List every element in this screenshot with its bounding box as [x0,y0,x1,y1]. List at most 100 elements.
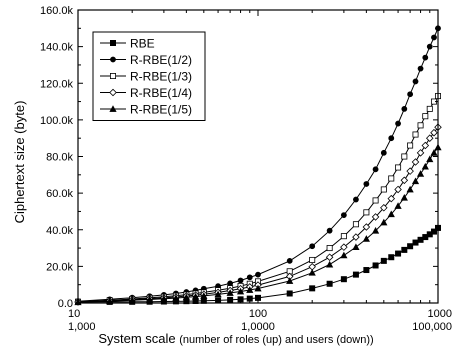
data-point-rbe [401,246,408,253]
data-point-rbe [309,285,316,292]
y-tick-label: 40.0k [46,225,73,237]
legend-marker-r-rbe-1-4 [109,88,117,97]
data-point-r-rbe-1-5 [182,293,190,301]
series-rbe [75,224,441,305]
data-point-r-rbe-1-3 [426,105,433,112]
data-point-r-rbe-1-5 [236,287,245,295]
data-point-r-rbe-1-2 [372,166,379,173]
data-point-r-rbe-1-4 [406,167,414,175]
data-point-r-rbe-1-5 [340,251,348,259]
data-point-r-rbe-1-5 [430,149,438,156]
data-point-rbe [412,239,419,246]
data-point-r-rbe-1-5 [394,202,402,209]
y-tick-label: 0.0 [58,298,73,310]
x-tick-label-bottom: 100,000 [412,321,452,333]
data-point-r-rbe-1-5 [286,277,294,284]
x-tick-label-bottom: 1,0000 [241,321,275,333]
data-point-r-rbe-1-4 [371,213,380,221]
data-point-r-rbe-1-5 [411,177,420,185]
data-point-r-rbe-1-3 [326,245,333,252]
data-point-r-rbe-1-2 [380,149,387,156]
data-point-r-rbe-1-5 [387,210,395,218]
legend-marker-r-rbe-1-3 [110,73,117,80]
data-point-r-rbe-1-2 [431,34,437,41]
data-point-r-rbe-1-2 [246,274,253,281]
x-tick-label-top: 100 [249,308,267,320]
data-point-r-rbe-1-4 [352,233,360,241]
data-point-r-rbe-1-2 [426,43,433,50]
data-point-r-rbe-1-2 [237,277,244,284]
x-axis-title-main: System scale [98,331,179,346]
data-point-r-rbe-1-4 [325,253,334,261]
legend-label-r-rbe-1-3: R-RBE(1/3) [130,70,192,84]
data-point-r-rbe-1-5 [380,218,388,226]
data-point-r-rbe-1-2 [407,91,414,98]
data-point-r-rbe-1-5 [426,155,434,163]
data-point-r-rbe-1-4 [425,134,434,142]
data-point-r-rbe-1-4 [411,158,420,166]
data-point-r-rbe-1-3 [388,175,395,182]
data-point-r-rbe-1-5 [421,162,429,170]
data-point-r-rbe-1-5 [106,297,114,305]
y-tick-label: 140.0k [40,42,74,54]
data-point-r-rbe-1-3 [352,221,359,228]
y-tick-label: 60.0k [46,188,73,200]
y-tick-label: 160.0k [40,5,74,17]
data-point-rbe [286,290,293,297]
data-point-r-rbe-1-2 [326,227,333,234]
legend: RBE R-RBE(1/2) R-RBE(1/3) R-RBE(1/4) R-RBE(1… [92,31,206,121]
y-tick-label: 20.0k [46,261,73,273]
data-point-r-rbe-1-4 [362,223,371,231]
x-axis-title-note: (number of roles (up) and users (down)) [179,334,373,346]
data-point-rbe [380,257,387,264]
x-tick-label-top: 1000 [428,308,452,320]
data-point-r-rbe-1-5 [214,290,222,298]
series-line-r-rbe-1-3 [77,95,439,303]
data-point-r-rbe-1-3 [417,122,424,129]
y-tick-label: 100.0k [40,115,74,127]
data-point-r-rbe-1-2 [417,65,424,72]
data-point-r-rbe-1-4 [308,262,316,271]
x-tick-label-top: 10 [68,308,80,320]
legend-marker-r-rbe-1-2 [110,56,116,63]
data-point-r-rbe-1-4 [400,176,409,185]
y-tick-label: 80.0k [46,152,73,164]
data-point-r-rbe-1-3 [422,113,429,120]
data-point-r-rbe-1-5 [246,286,254,293]
y-axis-title: Ciphertext size (byte) [12,101,27,224]
data-point-r-rbe-1-4 [387,194,396,203]
legend-marker-rbe [110,40,117,47]
x-axis-title: System scale (number of roles (up) and u… [98,331,373,346]
data-point-r-rbe-1-5 [406,185,414,193]
data-point-r-rbe-1-3 [380,186,387,193]
data-point-r-rbe-1-5 [226,289,234,296]
data-point-r-rbe-1-4 [430,128,438,137]
data-point-r-rbe-1-2 [401,105,408,112]
data-point-r-rbe-1-4 [416,149,425,157]
legend-label-r-rbe-1-4: R-RBE(1/4) [130,86,192,100]
legend-label-rbe: RBE [130,37,155,51]
data-point-r-rbe-1-2 [388,135,395,142]
series-r-rbe-1-4 [74,123,442,306]
data-point-r-rbe-1-5 [308,269,316,276]
data-point-r-rbe-1-4 [394,185,402,194]
data-point-r-rbe-1-5 [371,226,380,234]
data-point-r-rbe-1-3 [395,164,402,171]
data-point-r-rbe-1-4 [380,204,388,212]
data-point-r-rbe-1-5 [146,295,154,303]
data-point-r-rbe-1-3 [363,209,370,216]
data-point-rbe [395,250,402,257]
data-point-r-rbe-1-3 [401,153,408,160]
data-point-r-rbe-1-3 [372,197,379,204]
data-point-r-rbe-1-2 [340,212,347,218]
x-tick-label-bottom: 1,000 [68,321,96,333]
data-point-r-rbe-1-2 [353,196,359,203]
data-point-r-rbe-1-5 [362,235,370,242]
data-point-r-rbe-1-2 [255,271,261,278]
data-point-r-rbe-1-4 [421,141,430,150]
data-point-r-rbe-1-3 [340,233,347,240]
data-point-r-rbe-1-5 [172,294,180,301]
data-point-r-rbe-1-2 [395,120,401,127]
data-point-r-rbe-1-4 [340,243,348,251]
data-point-rbe [363,267,370,274]
